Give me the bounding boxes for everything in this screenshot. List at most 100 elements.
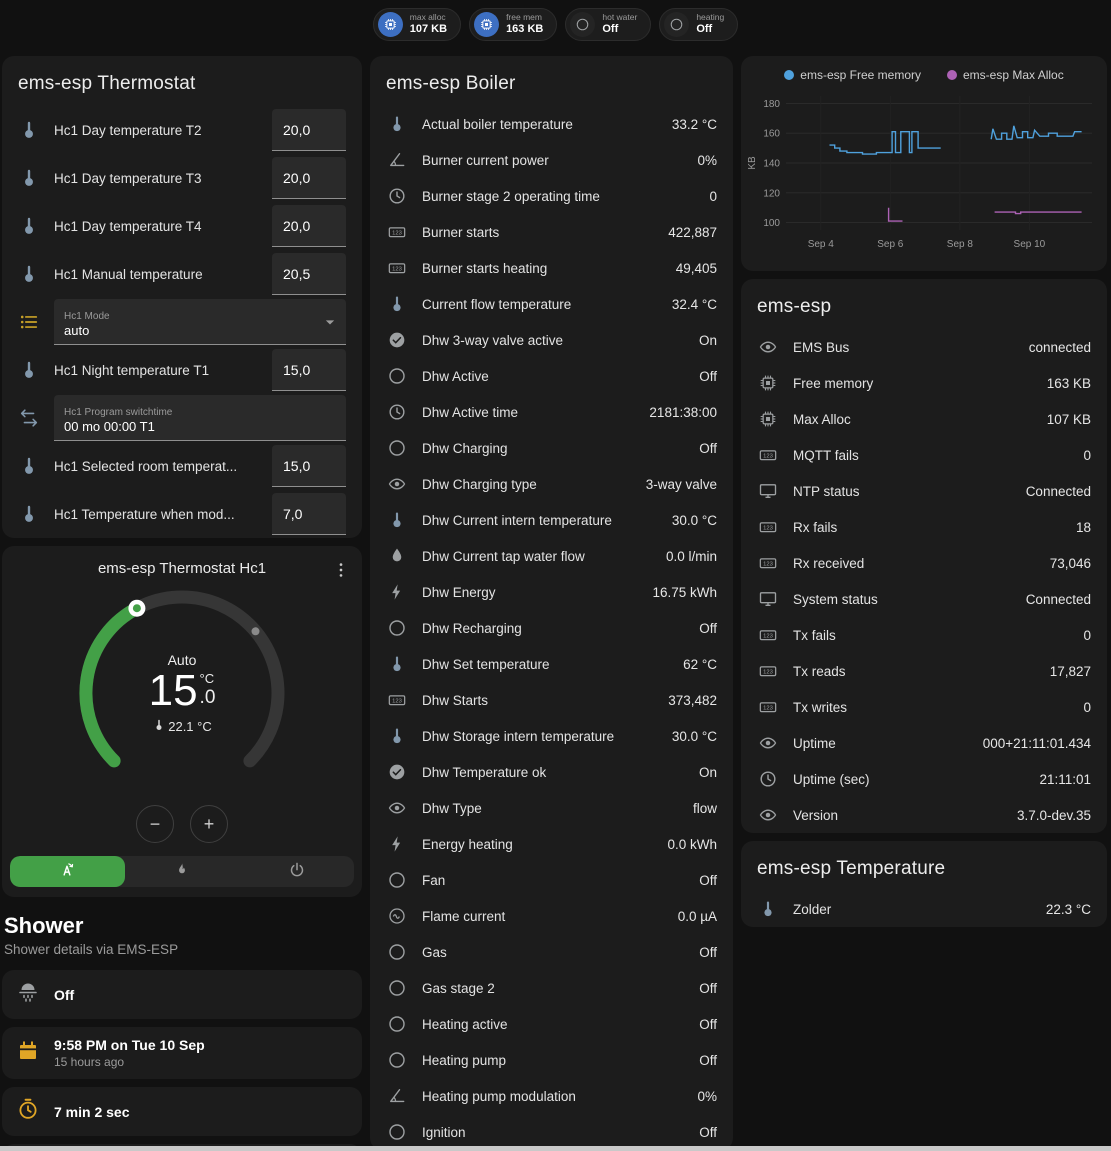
badge-free-mem[interactable]: free mem 163 KB <box>469 8 558 41</box>
entity-row[interactable]: Flame current 0.0 µA <box>370 898 733 934</box>
thermostat-dial[interactable]: Auto 15 °C .0 22.1 °C <box>67 581 297 805</box>
auto-mode-button[interactable] <box>10 856 125 887</box>
entity-row[interactable]: 123 Tx fails 0 <box>741 617 1107 653</box>
eye-icon <box>386 797 408 819</box>
horizontal-scrollbar[interactable] <box>0 1146 1111 1151</box>
entity-row[interactable]: Dhw Charging Off <box>370 430 733 466</box>
entity-row[interactable]: 123 Tx reads 17,827 <box>741 653 1107 689</box>
entity-value: 0% <box>697 1088 717 1104</box>
entity-value: Off <box>699 1052 717 1068</box>
entity-row[interactable]: EMS Bus connected <box>741 329 1107 365</box>
entity-row[interactable]: Hc1 Day temperature T4 20,0 <box>2 202 362 250</box>
entity-label: Tx fails <box>793 627 836 643</box>
entity-row[interactable]: Hc1 Day temperature T2 20,0 <box>2 106 362 154</box>
entity-row[interactable]: Free memory 163 KB <box>741 365 1107 401</box>
entity-value: 16.75 kWh <box>652 584 717 600</box>
input-label: Hc1 Program switchtime <box>64 406 173 418</box>
entity-row[interactable]: Dhw 3-way valve active On <box>370 322 733 358</box>
entity-row[interactable]: Dhw Type flow <box>370 790 733 826</box>
flash-icon <box>386 581 408 603</box>
entity-row[interactable]: Heating pump Off <box>370 1042 733 1078</box>
entity-row[interactable]: Dhw Temperature ok On <box>370 754 733 790</box>
shower-state-card[interactable]: 9:58 PM on Tue 10 Sep 15 hours ago <box>2 1027 362 1079</box>
badge-max-alloc[interactable]: max alloc 107 KB <box>372 8 462 41</box>
entity-value: Off <box>699 980 717 996</box>
thermometer-icon <box>386 653 408 675</box>
entity-row[interactable]: 123 Burner starts 422,887 <box>370 214 733 250</box>
entity-row[interactable]: Uptime (sec) 21:11:01 <box>741 761 1107 797</box>
droplet-icon <box>386 545 408 567</box>
entity-row[interactable]: Dhw Recharging Off <box>370 610 733 646</box>
entity-row[interactable]: Dhw Active time 2181:38:00 <box>370 394 733 430</box>
entity-row[interactable]: Ignition Off <box>370 1114 733 1150</box>
entity-row[interactable]: Dhw Storage intern temperature 30.0 °C <box>370 718 733 754</box>
off-mode-button[interactable] <box>239 856 354 887</box>
badge-hot-water[interactable]: hot water Off <box>565 8 652 41</box>
entity-row[interactable]: Zolder 22.3 °C <box>741 891 1107 927</box>
entity-row[interactable]: 123 Burner starts heating 49,405 <box>370 250 733 286</box>
entity-row[interactable]: Max Alloc 107 KB <box>741 401 1107 437</box>
shower-state-card[interactable]: Off <box>2 970 362 1019</box>
chevron-down-icon <box>320 312 340 337</box>
number-input[interactable]: 20,0 <box>272 157 346 199</box>
entity-row[interactable]: Uptime 000+21:11:01.434 <box>741 725 1107 761</box>
entity-row[interactable]: Hc1 Temperature when mod... 7,0 <box>2 490 362 538</box>
increase-temp-button[interactable]: + <box>190 805 228 843</box>
entity-row[interactable]: 123 Dhw Starts 373,482 <box>370 682 733 718</box>
number-input[interactable]: 20,0 <box>272 109 346 151</box>
entity-value: Connected <box>1025 591 1091 607</box>
text-input[interactable]: Hc1 Program switchtime 00 mo 00:00 T1 <box>54 395 346 441</box>
entity-row[interactable]: Hc1 Mode auto <box>2 298 362 346</box>
entity-row[interactable]: Actual boiler temperature 33.2 °C <box>370 106 733 142</box>
entity-row[interactable]: Dhw Current tap water flow 0.0 l/min <box>370 538 733 574</box>
entity-row[interactable]: Dhw Set temperature 62 °C <box>370 646 733 682</box>
entity-row[interactable]: Heating pump modulation 0% <box>370 1078 733 1114</box>
legend-item[interactable]: ems-esp Max Alloc <box>947 68 1064 82</box>
thermometer-icon <box>386 113 408 135</box>
entity-row[interactable]: 123 MQTT fails 0 <box>741 437 1107 473</box>
entity-row[interactable]: Hc1 Selected room temperat... 15,0 <box>2 442 362 490</box>
entity-row[interactable]: Heating active Off <box>370 1006 733 1042</box>
circle-o-icon <box>386 1121 408 1143</box>
shower-subtitle: Shower details via EMS-ESP <box>4 942 179 957</box>
entity-row[interactable]: 123 Rx fails 18 <box>741 509 1107 545</box>
more-options-icon[interactable] <box>328 557 354 583</box>
entity-row[interactable]: Hc1 Night temperature T1 15,0 <box>2 346 362 394</box>
history-chart[interactable]: 100 120 140 160 180 Sep 4 Sep 6 Sep 8 Sep 10 KB <box>744 84 1102 264</box>
entity-row[interactable]: Burner current power 0% <box>370 142 733 178</box>
entity-row[interactable]: Version 3.7.0-dev.35 <box>741 797 1107 833</box>
mode-select[interactable]: Hc1 Mode auto <box>54 299 346 345</box>
target-temperature: 15 °C .0 <box>149 668 216 713</box>
number-input[interactable]: 15,0 <box>272 445 346 487</box>
shower-state-card[interactable]: 7 min 2 sec <box>2 1087 362 1136</box>
entity-row[interactable]: Energy heating 0.0 kWh <box>370 826 733 862</box>
entity-row[interactable]: System status Connected <box>741 581 1107 617</box>
entity-row[interactable]: Dhw Current intern temperature 30.0 °C <box>370 502 733 538</box>
entity-row[interactable]: Dhw Charging type 3-way valve <box>370 466 733 502</box>
entity-row[interactable]: Burner stage 2 operating time 0 <box>370 178 733 214</box>
entity-row[interactable]: NTP status Connected <box>741 473 1107 509</box>
entity-row[interactable]: Dhw Energy 16.75 kWh <box>370 574 733 610</box>
entity-label: Heating active <box>422 1016 508 1032</box>
entity-row[interactable]: Hc1 Manual temperature 20,5 <box>2 250 362 298</box>
entity-row[interactable]: Current flow temperature 32.4 °C <box>370 286 733 322</box>
legend-item[interactable]: ems-esp Free memory <box>784 68 921 82</box>
badge-heating[interactable]: heating Off <box>659 8 739 41</box>
svg-text:Sep 4: Sep 4 <box>808 239 835 250</box>
decrease-temp-button[interactable]: − <box>136 805 174 843</box>
entity-row[interactable]: Dhw Active Off <box>370 358 733 394</box>
entity-row[interactable]: Gas stage 2 Off <box>370 970 733 1006</box>
entity-value: 0 <box>1083 699 1091 715</box>
number-input[interactable]: 20,0 <box>272 205 346 247</box>
entity-row[interactable]: 123 Rx received 73,046 <box>741 545 1107 581</box>
heat-mode-button[interactable] <box>125 856 240 887</box>
number-input[interactable]: 15,0 <box>272 349 346 391</box>
svg-text:Sep 6: Sep 6 <box>877 239 904 250</box>
number-input[interactable]: 20,5 <box>272 253 346 295</box>
entity-row[interactable]: Gas Off <box>370 934 733 970</box>
number-input[interactable]: 7,0 <box>272 493 346 535</box>
entity-row[interactable]: 123 Tx writes 0 <box>741 689 1107 725</box>
entity-row[interactable]: Fan Off <box>370 862 733 898</box>
entity-row[interactable]: Hc1 Day temperature T3 20,0 <box>2 154 362 202</box>
entity-row[interactable]: Hc1 Program switchtime 00 mo 00:00 T1 <box>2 394 362 442</box>
